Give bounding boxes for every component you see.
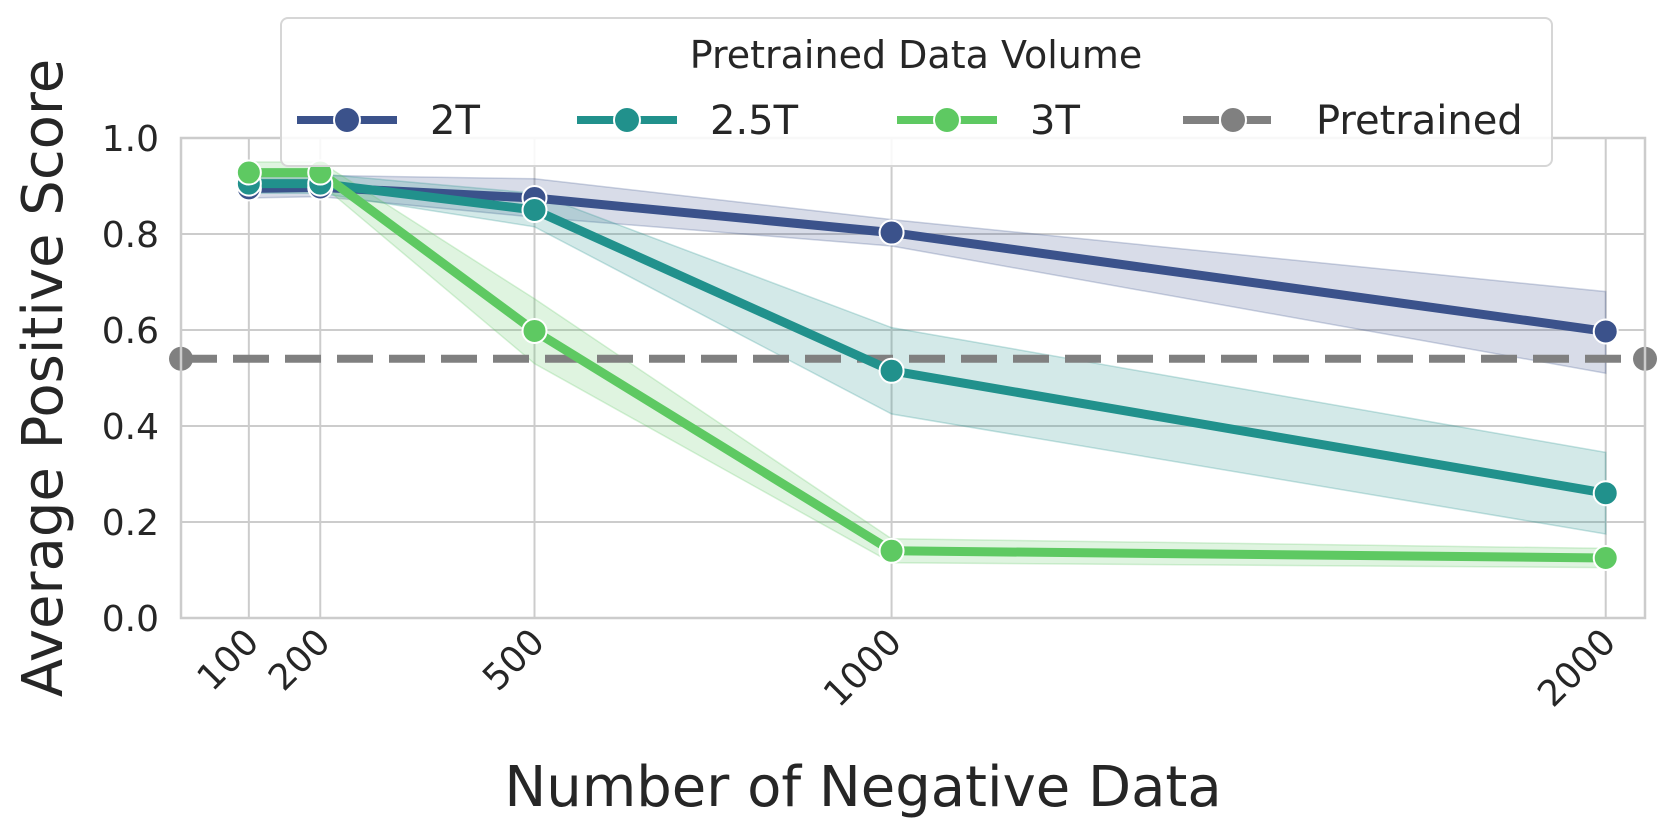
data-point <box>878 357 905 384</box>
legend-label: 2.5T <box>710 98 799 144</box>
x-tick-label: 1000 <box>816 621 910 715</box>
legend-swatch-marker <box>933 106 961 134</box>
data-point <box>235 159 262 186</box>
data-point <box>878 537 905 564</box>
x-tick-label: 200 <box>261 621 339 699</box>
y-tick-label: 1.0 <box>102 119 159 160</box>
x-axis-title: Number of Negative Data <box>504 755 1221 820</box>
legend-label: 2T <box>430 98 480 144</box>
data-point <box>521 197 548 223</box>
data-point <box>521 317 548 344</box>
y-tick-label: 0.8 <box>102 215 159 256</box>
legend-label: Pretrained <box>1316 98 1523 144</box>
data-point <box>1592 318 1619 345</box>
legend-swatch-marker <box>613 106 641 134</box>
legend-swatch-marker <box>1219 106 1247 134</box>
y-axis-title: Average Positive Score <box>11 59 76 697</box>
confidence-band <box>248 173 1607 535</box>
legend-title: Pretrained Data Volume <box>690 33 1143 77</box>
data-point <box>878 219 905 246</box>
y-tick-label: 0.4 <box>102 407 159 448</box>
x-tick-label: 500 <box>475 621 553 699</box>
legend-label: 3T <box>1030 98 1080 144</box>
confidence-bands <box>248 161 1607 569</box>
y-tick-label: 0.6 <box>102 311 159 352</box>
y-tick-label: 0.2 <box>102 503 159 544</box>
series-markers <box>235 159 1619 571</box>
x-tick-label: 2000 <box>1530 621 1624 715</box>
legend: Pretrained Data Volume 2T 2.5T 3T Pretrained <box>280 17 1553 167</box>
legend-swatch-marker <box>333 106 361 134</box>
data-point <box>1592 480 1619 507</box>
x-tick-label: 100 <box>190 621 268 699</box>
data-point <box>1592 545 1619 571</box>
y-tick-label: 0.0 <box>102 599 159 640</box>
